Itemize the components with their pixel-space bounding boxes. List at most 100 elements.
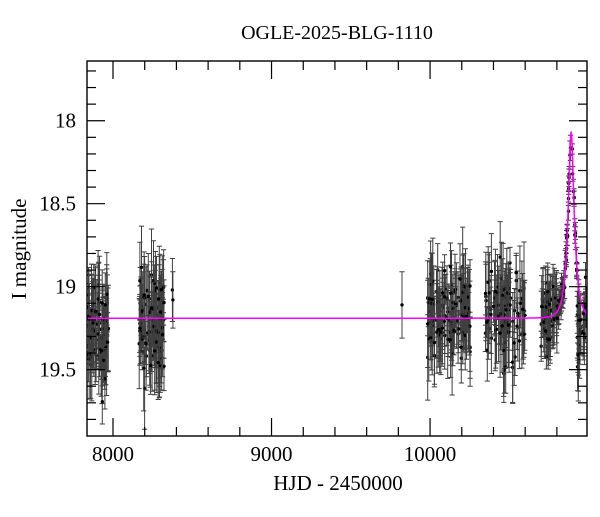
- data-point: [493, 289, 498, 294]
- data-point: [146, 294, 150, 299]
- data-point: [160, 332, 165, 337]
- data-point: [103, 303, 108, 307]
- data-point: [546, 290, 550, 294]
- model-curve-overlay-layer: [87, 131, 587, 319]
- data-point: [159, 288, 163, 292]
- data-point: [517, 339, 522, 343]
- plot-title: OGLE-2025-BLG-1110: [241, 22, 433, 44]
- data-point: [441, 291, 445, 295]
- data-point: [583, 275, 587, 279]
- data-points-layer: [87, 134, 587, 430]
- data-point: [464, 314, 469, 319]
- data-point: [551, 284, 555, 289]
- data-point: [458, 277, 462, 281]
- data-point: [144, 342, 148, 346]
- data-point: [139, 265, 144, 269]
- data-point: [440, 326, 444, 330]
- data-point: [428, 297, 432, 301]
- data-point: [101, 358, 106, 363]
- y-tick-label: 18.5: [39, 192, 76, 216]
- x-tick-label: 8000: [92, 442, 134, 466]
- data-point: [93, 309, 98, 313]
- axis-tick-labels: 8000 9000 10000 18 18.5 19 19.5: [39, 109, 456, 466]
- data-point: [515, 324, 519, 328]
- data-point: [512, 341, 516, 345]
- data-point: [452, 328, 456, 332]
- data-point: [468, 284, 472, 288]
- data-point: [498, 331, 502, 335]
- axis-ticks: [87, 61, 587, 436]
- data-point: [487, 291, 491, 295]
- data-point: [448, 265, 453, 269]
- data-point: [150, 306, 154, 310]
- data-point: [457, 327, 461, 331]
- x-axis-label: HJD - 2450000: [273, 471, 403, 495]
- data-point: [154, 340, 158, 344]
- data-point: [138, 279, 142, 283]
- data-point: [547, 302, 552, 306]
- data-point: [510, 360, 515, 364]
- data-point: [100, 348, 104, 353]
- data-point: [442, 269, 447, 273]
- data-point: [153, 349, 157, 353]
- data-point: [96, 297, 100, 301]
- data-point: [449, 291, 453, 295]
- data-point: [436, 327, 440, 332]
- data-point: [489, 312, 493, 317]
- data-point: [429, 335, 433, 340]
- y-tick-label: 19: [55, 275, 76, 299]
- data-point: [544, 329, 548, 333]
- data-point: [426, 322, 430, 326]
- x-tick-label: 9000: [251, 442, 293, 466]
- plot-frame: [86, 60, 588, 437]
- data-point: [520, 307, 525, 311]
- data-point: [154, 286, 159, 290]
- data-point: [442, 319, 446, 323]
- data-point: [500, 293, 505, 298]
- data-point: [582, 332, 586, 336]
- data-point: [158, 310, 163, 314]
- data-point: [518, 301, 523, 305]
- data-point: [547, 337, 552, 342]
- data-point: [171, 298, 175, 302]
- data-point: [138, 326, 142, 330]
- data-point: [100, 301, 104, 305]
- data-point: [105, 292, 109, 296]
- data-point: [100, 400, 105, 404]
- x-tick-label: 10000: [404, 442, 457, 466]
- data-point: [105, 340, 110, 344]
- data-point: [485, 320, 489, 324]
- data-point: [489, 269, 494, 274]
- data-point: [459, 345, 463, 349]
- data-point: [448, 338, 453, 342]
- data-point: [162, 364, 166, 368]
- data-point: [162, 300, 166, 305]
- microlensing-model-curve: [87, 131, 587, 319]
- data-point: [146, 331, 150, 335]
- data-point: [500, 324, 504, 328]
- data-point: [506, 323, 511, 327]
- data-point: [156, 360, 160, 365]
- data-point: [504, 308, 508, 312]
- data-point: [91, 321, 95, 325]
- data-point: [142, 293, 146, 297]
- data-point: [156, 297, 161, 301]
- data-point: [400, 303, 404, 307]
- data-point: [483, 291, 488, 296]
- y-axis-label: I magnitude: [7, 199, 31, 300]
- data-point: [514, 270, 518, 275]
- data-point: [540, 304, 544, 309]
- data-point: [140, 309, 144, 313]
- data-point: [432, 341, 436, 345]
- data-point: [148, 363, 153, 368]
- data-point: [491, 304, 496, 309]
- y-tick-label: 19.5: [39, 358, 76, 382]
- data-point: [581, 312, 586, 316]
- data-point: [496, 314, 501, 318]
- data-point: [429, 301, 434, 306]
- data-point: [508, 303, 512, 307]
- data-point: [435, 330, 439, 334]
- data-point: [576, 353, 580, 357]
